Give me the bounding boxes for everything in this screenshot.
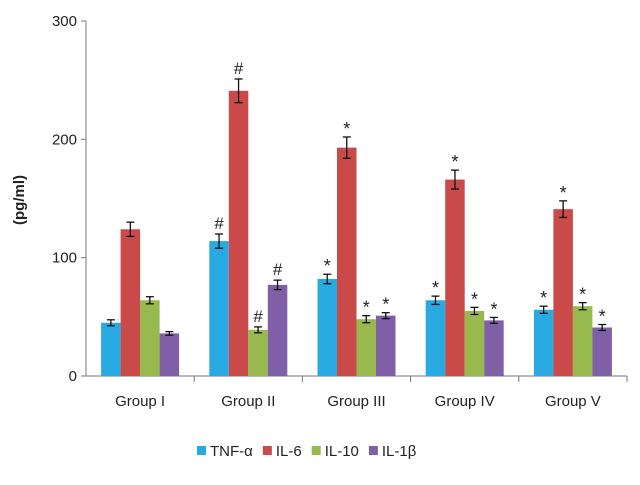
legend-label: IL-10 <box>325 443 359 460</box>
significance-label: # <box>253 307 263 326</box>
bar <box>356 319 376 376</box>
significance-label: * <box>343 119 350 139</box>
legend-label: IL-1β <box>382 443 417 460</box>
bar <box>337 147 357 376</box>
significance-label: * <box>599 307 606 327</box>
significance-label: # <box>234 59 244 78</box>
bar <box>533 309 554 376</box>
legend-label: IL-6 <box>276 443 302 460</box>
y-tick-label: 100 <box>52 250 77 267</box>
bar <box>267 284 288 376</box>
x-tick-label: Group II <box>221 393 275 410</box>
bar <box>101 322 121 376</box>
bar <box>248 329 268 376</box>
significance-label: * <box>579 285 586 305</box>
bar <box>317 278 337 376</box>
significance-label: * <box>560 183 567 203</box>
bar <box>140 300 160 376</box>
x-tick-label: Group III <box>327 393 385 410</box>
bar <box>592 327 612 376</box>
significance-label: * <box>490 299 497 319</box>
legend-swatch <box>197 446 206 455</box>
legend-swatch <box>311 446 321 455</box>
bar <box>484 320 504 376</box>
bar <box>425 300 446 376</box>
significance-label: * <box>324 256 331 276</box>
significance-label: * <box>451 152 458 172</box>
bar <box>553 209 573 376</box>
bar <box>376 315 396 376</box>
significance-label: * <box>363 298 370 318</box>
x-tick-label: Group IV <box>435 393 495 410</box>
significance-label: * <box>540 288 547 308</box>
legend-swatch <box>368 446 378 455</box>
significance-label: * <box>382 295 389 315</box>
y-tick-label: 200 <box>52 131 77 148</box>
significance-label: # <box>214 214 224 233</box>
y-tick-label: 300 <box>52 13 77 30</box>
bar <box>464 310 485 376</box>
significance-label: * <box>432 278 439 298</box>
y-axis-label: (pg/ml) <box>11 175 28 225</box>
x-tick-label: Group I <box>115 393 165 410</box>
bar <box>572 306 593 376</box>
x-tick-label: Group V <box>545 393 601 410</box>
bar <box>445 179 465 376</box>
legend-swatch <box>262 446 272 455</box>
bar <box>209 241 229 376</box>
significance-label: # <box>273 260 283 279</box>
significance-label: * <box>471 289 478 309</box>
bar <box>159 333 180 376</box>
y-tick-label: 0 <box>69 368 77 385</box>
bar <box>228 90 249 377</box>
legend-label: TNF-α <box>210 443 253 460</box>
bar <box>120 229 141 376</box>
